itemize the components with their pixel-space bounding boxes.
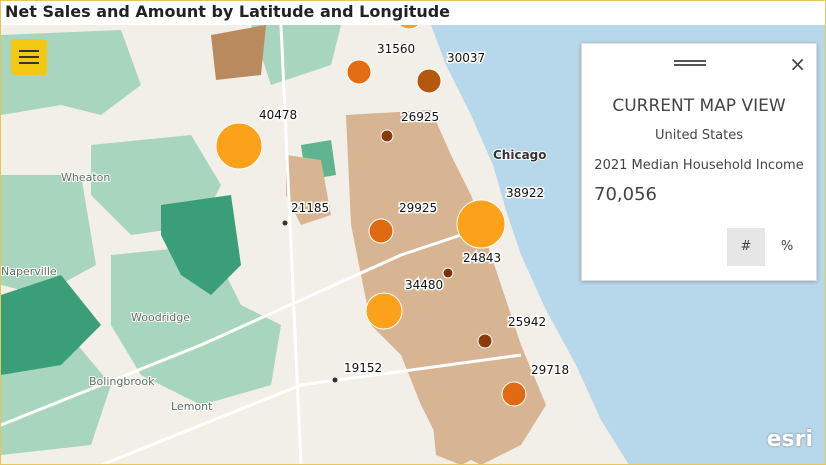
bubble: [398, 25, 420, 30]
tan-regions: [211, 25, 546, 464]
place-label: Lemont: [171, 400, 213, 413]
bubble: [346, 59, 372, 85]
bubble-label: 38922: [506, 186, 544, 200]
panel-value: 70,056: [594, 184, 657, 205]
bubble: [282, 220, 288, 226]
panel-region: United States: [654, 128, 744, 143]
place-label: Chicago: [493, 148, 547, 162]
bubble-label: 34480: [405, 278, 443, 292]
roads: [1, 25, 522, 464]
menu-button[interactable]: [11, 39, 47, 75]
bubble-label: 21185: [291, 201, 329, 215]
bubble-label: 29925: [399, 201, 437, 215]
bubble: [416, 68, 442, 94]
bubble: [477, 333, 493, 349]
count-toggle[interactable]: #: [727, 228, 765, 266]
bubble: [365, 292, 403, 330]
percent-toggle[interactable]: %: [780, 239, 794, 254]
close-button[interactable]: ×: [789, 52, 806, 76]
attribution: esri: [766, 427, 813, 452]
bubble-label: 30037: [447, 51, 485, 65]
place-label: Naperville: [1, 265, 57, 278]
dark-green-regions: [1, 195, 241, 375]
bubble: [215, 122, 263, 170]
bubble: [456, 199, 506, 249]
panel-variable: 2021 Median Household Income: [594, 158, 804, 173]
visual-title: Net Sales and Amount by Latitude and Lon…: [5, 2, 451, 21]
bubble: [380, 129, 394, 143]
place-label: Wheaton: [61, 171, 110, 184]
bubble-label: 24843: [463, 251, 501, 265]
bubble-label: 31560: [377, 42, 415, 56]
place-label: Bolingbrook: [89, 375, 155, 388]
bubble-label: 19152: [344, 361, 382, 375]
map-view-panel: × CURRENT MAP VIEW United States 2021 Me…: [581, 43, 817, 281]
bubble-label: 40478: [259, 108, 297, 122]
bubble: [501, 381, 527, 407]
bubble-label: 29718: [531, 363, 569, 377]
drag-handle[interactable]: [674, 60, 706, 66]
bubble: [368, 218, 394, 244]
bubble: [332, 377, 338, 383]
place-label: Woodridge: [131, 311, 190, 324]
panel-heading: CURRENT MAP VIEW: [612, 96, 786, 116]
bubble-label: 25942: [508, 315, 546, 329]
bubble-label: 26925: [401, 110, 439, 124]
bubble: [442, 267, 454, 279]
